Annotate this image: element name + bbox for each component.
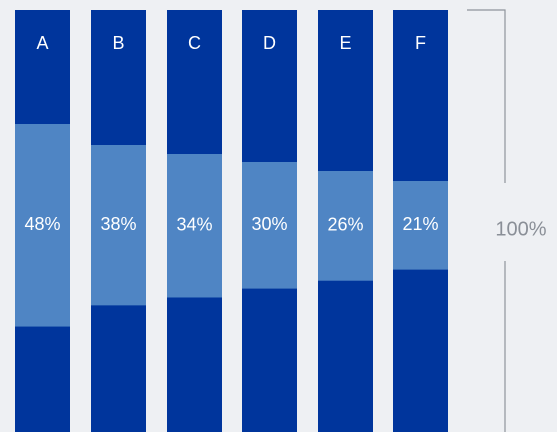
total-label: 100% [495,218,546,240]
category-label-e: E [339,33,351,53]
category-label-c: C [188,33,201,53]
total-bracket [467,9,506,432]
bar-value-segment-e [318,171,373,281]
bar-group-a: A 48% [15,10,70,432]
value-label-c: 34% [176,214,212,234]
bar-group-e: E 26% [318,10,373,432]
value-label-a: 48% [24,214,60,234]
bar-value-segment-c [167,154,222,298]
bar-value-segment-b [91,145,146,306]
bar-group-d: D 30% [242,10,297,432]
bar-value-segment-a [15,124,70,327]
value-label-e: 26% [327,215,363,235]
bar-group-b: B 38% [91,10,146,432]
category-label-d: D [263,33,276,53]
bar-value-segment-f [393,181,448,270]
value-label-f: 21% [402,214,438,234]
bar-group-f: F 21% [393,10,448,432]
category-label-b: B [112,33,124,53]
category-label-a: A [36,33,48,53]
bar-group-c: C 34% [167,10,222,432]
value-label-d: 30% [251,214,287,234]
value-label-b: 38% [100,214,136,234]
bar-value-segment-d [242,162,297,289]
bracket-upper-line [467,9,506,183]
category-label-f: F [415,33,426,53]
